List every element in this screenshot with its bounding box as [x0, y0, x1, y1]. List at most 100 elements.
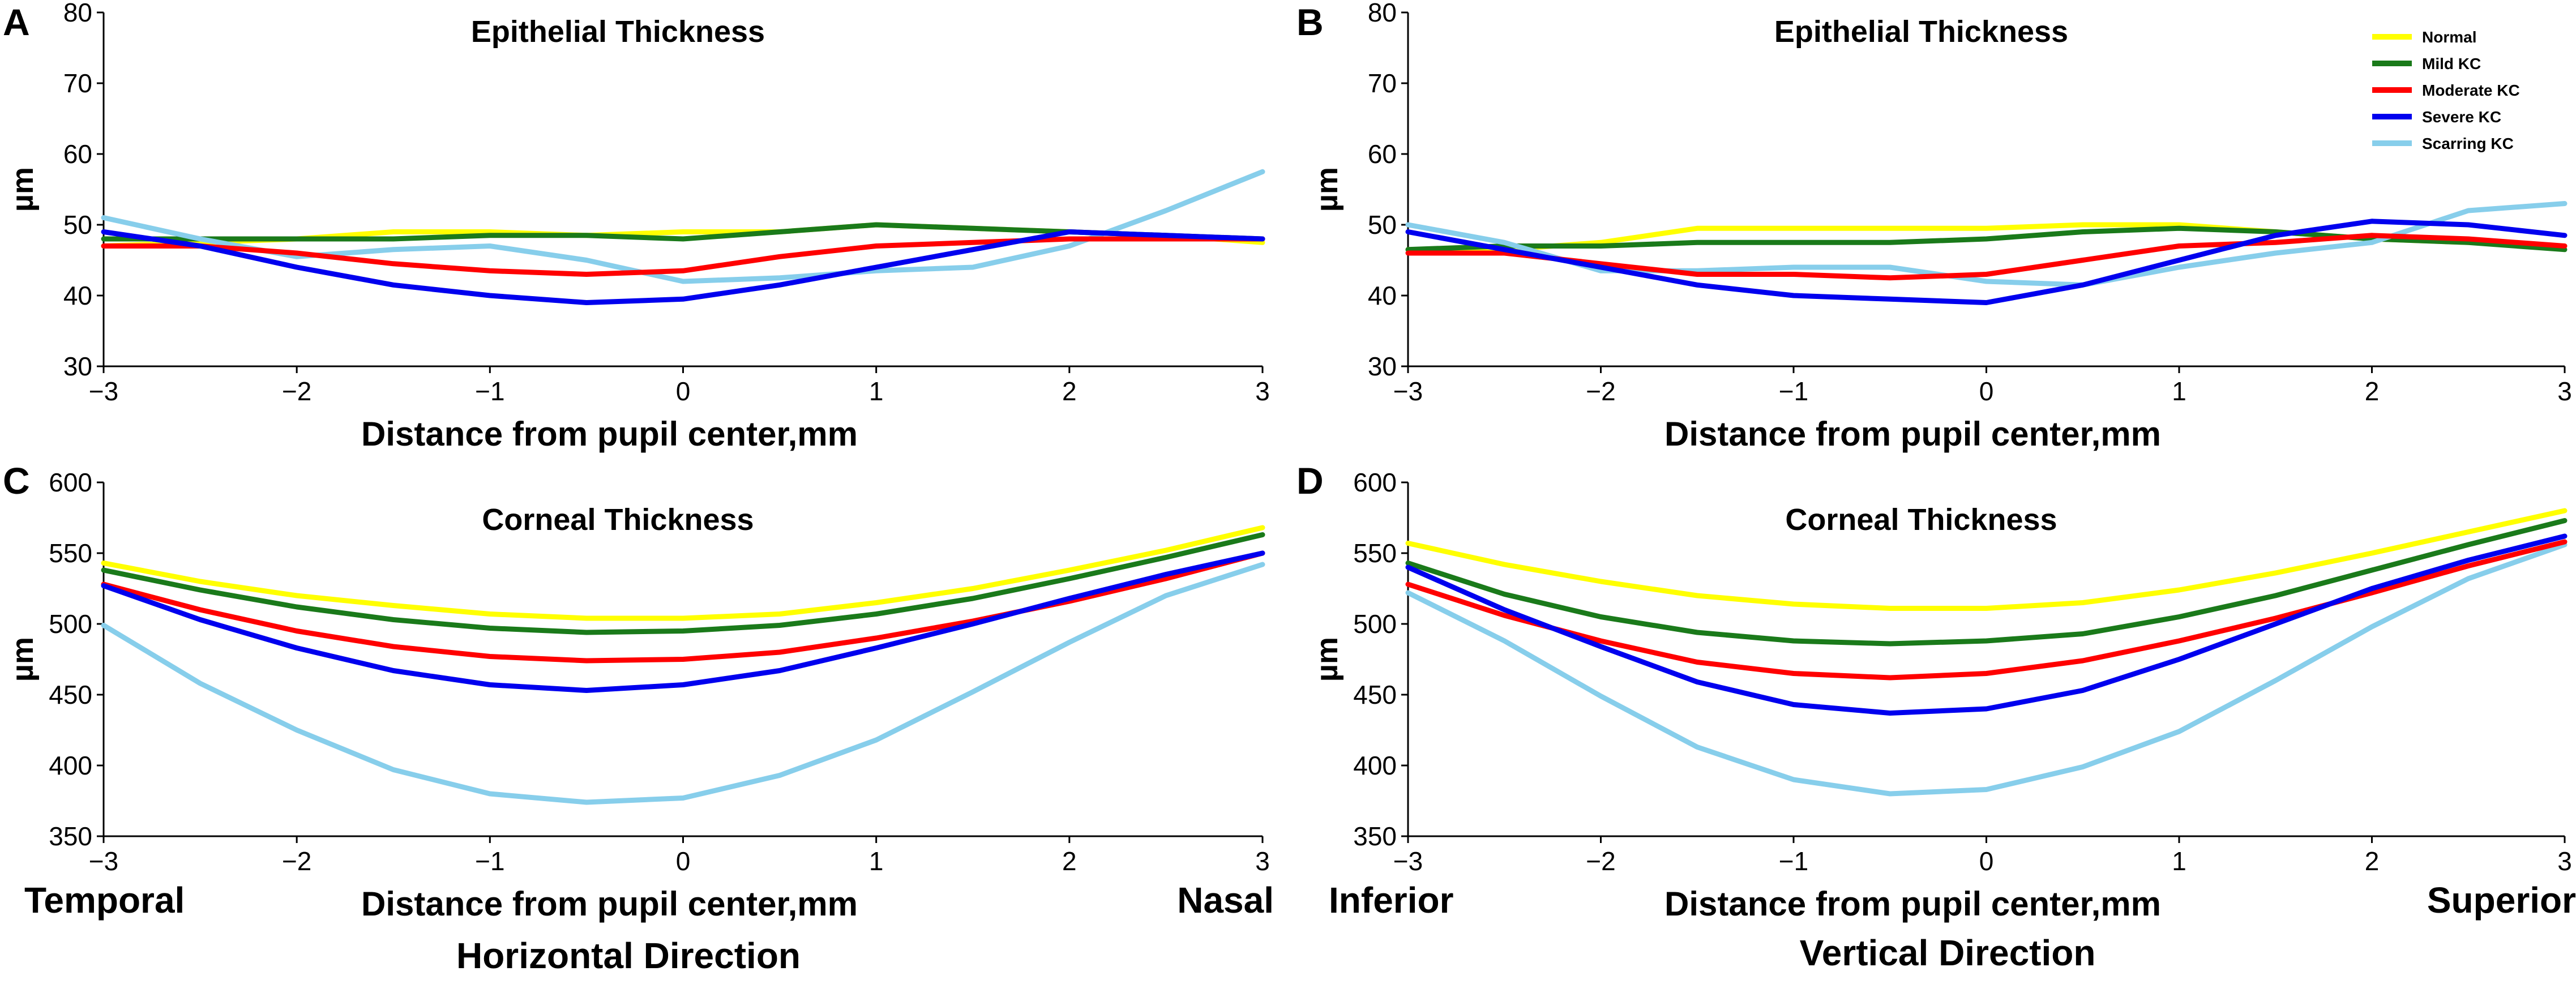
x-tick-label: −3	[89, 377, 118, 406]
y-axis-label: µm	[6, 167, 40, 212]
legend-label-severe-kc: Severe KC	[2422, 108, 2501, 126]
y-tick-label: 70	[1368, 69, 1397, 98]
panel-d: D 350 400 450 500 550 600 −3 −2 −1 0 1 2 3 Corneal Thi…	[1296, 460, 2576, 923]
x-tick-label: 3	[1255, 377, 1270, 406]
y-tick-label: 450	[1353, 680, 1397, 709]
panel-letter: D	[1296, 460, 1324, 502]
x-tick-label: 1	[869, 846, 884, 876]
y-tick-label: 600	[49, 468, 92, 497]
y-tick-label: 400	[49, 751, 92, 780]
panel-a: A 30 40 50 60 70 80 −3 −2 −1 0 1 2 3 Epithelial Thickn…	[3, 0, 1270, 453]
y-tick-label: 550	[49, 538, 92, 568]
side-label-right: Superior	[2427, 880, 2576, 921]
series-line-moderate-kc	[1405, 539, 2568, 681]
x-tick-label: −2	[282, 846, 311, 876]
x-tick-label: 1	[2172, 846, 2186, 876]
y-tick-label: 30	[1368, 352, 1397, 381]
x-tick-label: 2	[2365, 846, 2380, 876]
legend: Normal Mild KC Moderate KC Severe KC Scarrin…	[2372, 28, 2520, 152]
series-line-mild-kc	[1405, 225, 2568, 253]
x-tick-label: −1	[475, 377, 504, 406]
x-tick-label: −3	[89, 846, 118, 876]
y-tick-label: 450	[49, 680, 92, 709]
series-line-moderate-kc	[1405, 233, 2568, 281]
x-tick-label: 0	[1979, 846, 1994, 876]
x-tick-label: 3	[2557, 377, 2572, 406]
series-line-mild-kc	[1405, 518, 2568, 647]
y-axis-label: µm	[1310, 637, 1344, 682]
y-tick-label: 350	[49, 822, 92, 851]
y-tick-label: 40	[63, 281, 92, 310]
x-tick-label: 0	[1979, 377, 1994, 406]
x-tick-label: −3	[1393, 846, 1423, 876]
series-line-normal	[1405, 508, 2568, 611]
legend-label-mild-kc: Mild KC	[2422, 55, 2481, 72]
panel-letter: A	[3, 1, 30, 43]
panel-letter: C	[3, 460, 30, 502]
series-line-severe-kc	[101, 550, 1265, 693]
legend-label-scarring-kc: Scarring KC	[2422, 135, 2514, 152]
series-line-severe-kc	[1405, 219, 2568, 305]
series-line-scarring-kc	[1405, 201, 2568, 288]
y-tick-label: 500	[49, 609, 92, 639]
series-line-scarring-kc	[1405, 542, 2568, 797]
y-tick-label: 60	[63, 139, 92, 169]
y-tick-label: 30	[63, 352, 92, 381]
x-tick-label: 1	[869, 377, 884, 406]
side-label-right: Nasal	[1177, 880, 1274, 921]
chart-title: Corneal Thickness	[1785, 503, 2057, 537]
series-line-mild-kc	[101, 532, 1265, 635]
x-tick-label: 0	[676, 377, 691, 406]
panel-c: C 350 400 450 500 550 600 −3 −2 −1 0 1 2 3 Corneal Thi…	[3, 460, 1274, 923]
chart-title: Corneal Thickness	[482, 503, 754, 537]
y-tick-label: 600	[1353, 468, 1397, 497]
x-tick-label: 1	[2172, 377, 2186, 406]
y-tick-label: 50	[63, 210, 92, 239]
series-line-severe-kc	[101, 229, 1265, 305]
x-tick-label: −2	[282, 377, 311, 406]
chart-title: Epithelial Thickness	[1774, 15, 2068, 49]
horizontal-direction-label: Horizontal Direction	[456, 935, 801, 976]
series-line-severe-kc	[1405, 533, 2568, 716]
y-axis-label: µm	[6, 637, 40, 682]
x-tick-label: 0	[676, 846, 691, 876]
chart-title: Epithelial Thickness	[471, 15, 765, 49]
x-tick-label: −1	[475, 846, 504, 876]
x-tick-label: 2	[2365, 377, 2380, 406]
y-tick-label: 80	[1368, 0, 1397, 27]
x-axis-label: Distance from pupil center,mm	[1664, 885, 2161, 923]
series-line-scarring-kc	[101, 562, 1265, 805]
legend-label-normal: Normal	[2422, 28, 2476, 46]
y-tick-label: 60	[1368, 139, 1397, 169]
series-line-moderate-kc	[101, 236, 1265, 277]
series-line-normal	[101, 525, 1265, 621]
x-tick-label: −2	[1586, 377, 1615, 406]
series-line-moderate-kc	[101, 550, 1265, 664]
x-axis-label: Distance from pupil center,mm	[361, 415, 858, 453]
x-tick-label: 2	[1062, 846, 1077, 876]
y-tick-label: 80	[63, 0, 92, 27]
series-line-scarring-kc	[101, 169, 1265, 284]
x-tick-label: −3	[1393, 377, 1423, 406]
vertical-direction-label: Vertical Direction	[1800, 932, 2096, 973]
y-tick-label: 40	[1368, 281, 1397, 310]
side-label-left: Inferior	[1329, 880, 1453, 921]
y-tick-label: 70	[63, 69, 92, 98]
legend-label-moderate-kc: Moderate KC	[2422, 82, 2520, 99]
y-tick-label: 50	[1368, 210, 1397, 239]
y-tick-label: 350	[1353, 822, 1397, 851]
side-label-left: Temporal	[24, 880, 185, 921]
x-axis-label: Distance from pupil center,mm	[1664, 415, 2161, 453]
y-tick-label: 500	[1353, 609, 1397, 639]
y-tick-label: 550	[1353, 538, 1397, 568]
x-tick-label: 3	[1255, 846, 1270, 876]
y-axis-label: µm	[1310, 167, 1344, 212]
x-tick-label: 3	[2557, 846, 2572, 876]
x-tick-label: −2	[1586, 846, 1615, 876]
x-tick-label: 2	[1062, 377, 1077, 406]
x-tick-label: −1	[1779, 846, 1808, 876]
panel-b: B 30 40 50 60 70 80 −3 −2 −1 0 1 2 3 Epithelial Thickn…	[1296, 0, 2572, 453]
x-axis-label: Distance from pupil center,mm	[361, 885, 858, 923]
